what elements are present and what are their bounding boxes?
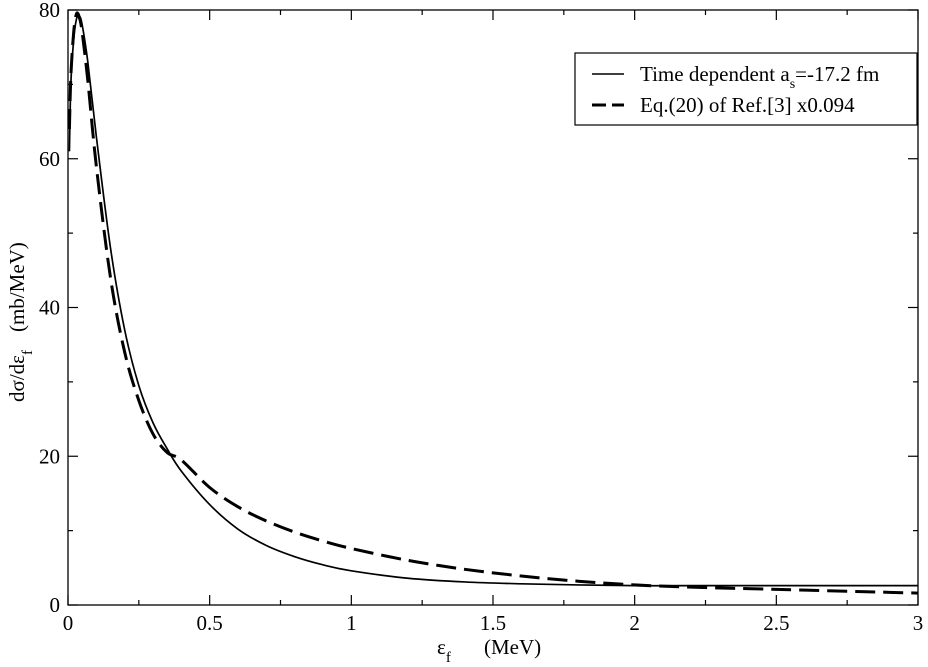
y-tick-label: 40 [39, 296, 60, 320]
legend-label-sub: s [790, 77, 795, 92]
y-tick-label: 20 [39, 444, 60, 468]
y-tick-label: 80 [39, 0, 60, 22]
y-axis-symbol: dσ/dε [5, 355, 29, 402]
x-axis-symbol: ε [437, 635, 446, 659]
y-tick-label: 0 [50, 593, 61, 617]
x-axis-symbol-sub: f [446, 650, 451, 666]
x-tick-label: 2.5 [763, 611, 789, 635]
x-tick-label: 1.5 [480, 611, 506, 635]
legend-label-main: Time dependent a [640, 62, 790, 86]
legend-label-eq20: Eq.(20) of Ref.[3] x0.094 [640, 93, 855, 117]
y-axis-unit: (mb/MeV) [5, 242, 29, 332]
x-tick-label: 2 [629, 611, 640, 635]
x-axis-title: εf (MeV) [437, 635, 541, 666]
x-tick-label: 3 [913, 611, 924, 635]
tick-labels: 0 0.5 1 1.5 2 2.5 3 0 20 40 60 80 [39, 0, 923, 635]
x-axis-unit: (MeV) [484, 635, 541, 659]
plot-frame [67, 9, 919, 606]
x-tick-label: 0 [63, 611, 74, 635]
legend-box [574, 52, 918, 126]
series-line-eq20 [67, 11, 919, 595]
y-tick-label: 60 [39, 147, 60, 171]
legend-label-time-dependent: Time dependent as=-17.2 fm [640, 62, 879, 92]
series-lines [67, 11, 919, 595]
y-axis-symbol-sub: f [20, 350, 36, 355]
legend: Time dependent as=-17.2 fm Eq.(20) of Re… [574, 52, 918, 126]
x-tick-label: 1 [346, 611, 357, 635]
legend-label-rest: =-17.2 fm [795, 62, 879, 86]
x-tick-label: 0.5 [197, 611, 223, 635]
y-axis-title: dσ/dεf (mb/MeV) [5, 242, 36, 402]
